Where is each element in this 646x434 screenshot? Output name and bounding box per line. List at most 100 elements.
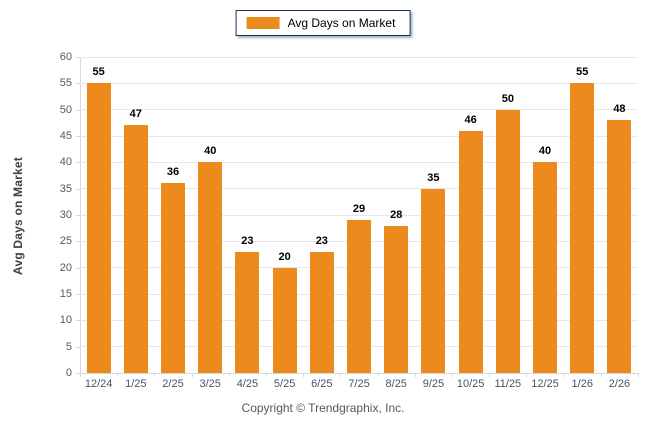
bar-column: 35	[415, 57, 452, 373]
x-tick-mark	[526, 373, 528, 377]
x-tick-label: 10/25	[456, 378, 485, 390]
y-tick-mark	[76, 320, 80, 322]
y-tick-mark	[76, 162, 80, 164]
y-tick-mark	[76, 136, 80, 137]
x-tick-mark	[303, 373, 305, 377]
y-tick-mark	[76, 109, 80, 111]
x-tick-label: 1/26	[571, 378, 593, 390]
copyright-text: Copyright © Trendgraphix, Inc.	[241, 401, 405, 415]
y-tick-mark	[76, 294, 80, 295]
x-tick-label: 1/25	[125, 378, 147, 390]
gridline	[80, 214, 638, 216]
x-tick-mark	[638, 373, 639, 377]
x-tick-mark	[340, 373, 342, 377]
y-tick-label: 60	[59, 51, 72, 63]
plot-area: 55 47 36 40 23 20 23 29 28 35 46 50 40 55 48	[80, 56, 638, 373]
y-tick-label: 50	[59, 103, 72, 116]
bar-column: 40	[192, 57, 229, 373]
legend-label: Avg Days on Market	[287, 16, 396, 30]
x-tick-mark	[377, 373, 379, 377]
x-tick-label: 2/26	[608, 378, 631, 390]
bar-value-label: 35	[427, 171, 440, 184]
bar-value-label: 20	[278, 250, 291, 263]
bar-value-label: 50	[501, 92, 514, 105]
x-tick-label: 3/25	[199, 378, 221, 390]
bar-value-label: 55	[92, 66, 105, 79]
x-tick-label: 2/25	[162, 378, 184, 390]
gridline	[80, 135, 638, 137]
bar-column: 50	[489, 57, 526, 373]
bar-column: 23	[303, 57, 340, 373]
bar-value-label: 23	[315, 234, 328, 247]
bar-1-25: 47	[123, 108, 148, 373]
bar-value-label: 48	[613, 103, 626, 116]
bar-value-label: 47	[129, 108, 142, 121]
x-tick-mark	[228, 373, 230, 377]
bar-value-label: 29	[352, 203, 366, 216]
x-tick-mark	[191, 373, 193, 377]
y-tick-label: 35	[59, 182, 72, 195]
x-tick-mark	[563, 373, 565, 377]
y-tick-mark	[76, 373, 80, 374]
bar-column: 40	[526, 57, 563, 373]
y-tick-mark	[76, 267, 80, 269]
gridline	[80, 56, 638, 58]
y-tick-label: 40	[59, 156, 72, 169]
y-tick-label: 0	[65, 367, 72, 379]
bar-10-25: 46	[458, 114, 483, 373]
x-tick-mark	[489, 373, 491, 377]
y-tick-label: 5	[65, 340, 72, 353]
bar-value-label: 46	[464, 113, 477, 126]
y-tick-mark	[76, 241, 80, 243]
x-tick-mark	[600, 373, 602, 377]
y-tick-label: 10	[59, 314, 72, 327]
gridline	[80, 188, 638, 190]
bar-column: 23	[229, 57, 266, 373]
bar-column: 36	[154, 57, 191, 373]
x-axis-labels: 12/24 1/25 2/25 3/25 4/25 5/25 6/25 7/25 8/25 9/2…	[80, 378, 638, 390]
bar-column: 28	[378, 57, 415, 373]
bar-9-25: 35	[421, 172, 446, 373]
x-tick-label: 12/24	[84, 378, 113, 390]
x-tick-label: 4/25	[236, 378, 259, 390]
bar-column: 20	[266, 57, 303, 373]
bar-value-label: 55	[576, 66, 589, 79]
bar-2-26: 48	[607, 103, 632, 373]
bar-12-24: 55	[86, 66, 111, 373]
bar-4-25: 23	[235, 235, 260, 373]
bar-column: 46	[452, 57, 489, 373]
y-tick-mark	[76, 83, 80, 85]
x-tick-mark	[452, 373, 453, 377]
bars-container: 55 47 36 40 23 20 23 29 28 35 46 50 40 55 48	[80, 57, 638, 373]
y-tick-label: 55	[59, 77, 72, 90]
bar-2-25: 36	[161, 166, 185, 373]
x-tick-label: 7/25	[348, 378, 370, 390]
bar-12-25: 40	[533, 145, 558, 373]
x-tick-mark	[414, 373, 416, 377]
x-axis-line	[80, 373, 639, 374]
bar-6-25: 23	[309, 235, 334, 373]
gridline	[80, 109, 638, 111]
x-tick-label: 6/25	[311, 378, 333, 390]
y-tick-label: 25	[59, 235, 72, 248]
bar-11-25: 50	[495, 93, 520, 373]
gridline	[80, 161, 638, 163]
bar-column: 48	[601, 57, 638, 373]
bar-column: 47	[117, 57, 154, 373]
y-tick-mark	[76, 57, 80, 58]
x-tick-label: 5/25	[273, 378, 296, 390]
y-tick-mark	[76, 346, 80, 348]
x-tick-label: 11/25	[494, 378, 522, 390]
legend-swatch-icon	[246, 17, 280, 29]
gridline	[80, 82, 638, 84]
y-tick-label: 15	[59, 288, 72, 300]
bar-8-25: 28	[384, 209, 409, 373]
y-tick-label: 30	[59, 209, 72, 221]
y-tick-mark	[76, 188, 80, 190]
bar-5-25: 20	[272, 251, 297, 373]
bar-column: 55	[564, 57, 601, 373]
y-tick-label: 20	[59, 261, 72, 274]
x-tick-label: 8/25	[385, 378, 407, 390]
x-tick-label: 12/25	[531, 378, 559, 390]
